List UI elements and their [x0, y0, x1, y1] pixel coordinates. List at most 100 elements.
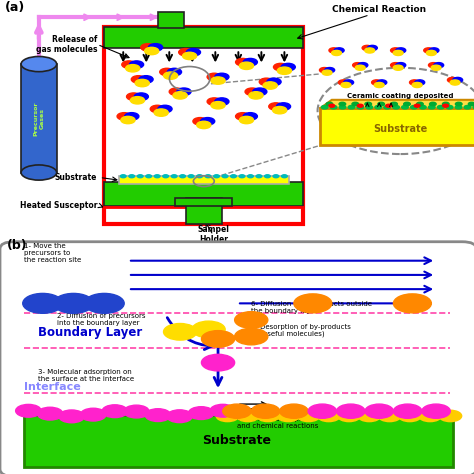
Circle shape [337, 404, 365, 419]
Circle shape [239, 116, 254, 124]
Circle shape [422, 404, 450, 419]
Circle shape [365, 48, 374, 53]
Text: Substrate: Substrate [55, 173, 97, 182]
Circle shape [236, 113, 250, 120]
Circle shape [468, 102, 474, 106]
Circle shape [54, 293, 93, 313]
Circle shape [186, 48, 201, 56]
Circle shape [243, 58, 257, 66]
Text: Chemical Reaction: Chemical Reaction [332, 5, 426, 14]
Circle shape [401, 106, 408, 109]
Text: Substrate: Substrate [374, 124, 428, 135]
Circle shape [173, 91, 187, 99]
Circle shape [188, 407, 214, 419]
Circle shape [344, 80, 354, 85]
Circle shape [447, 106, 453, 109]
Circle shape [256, 175, 262, 178]
Circle shape [180, 175, 185, 178]
Circle shape [424, 48, 434, 53]
Circle shape [396, 48, 406, 53]
Circle shape [297, 410, 320, 422]
Circle shape [362, 46, 372, 50]
Circle shape [245, 88, 259, 95]
Circle shape [338, 80, 348, 85]
Circle shape [450, 80, 460, 85]
Text: Ceramic coating deposited: Ceramic coating deposited [347, 92, 454, 99]
Circle shape [264, 175, 270, 178]
Circle shape [353, 63, 363, 68]
Circle shape [216, 410, 239, 422]
Circle shape [177, 88, 191, 95]
Circle shape [375, 106, 382, 109]
Text: 6- Diffusion of by-products outside
the boundary layer: 6- Diffusion of by-products outside the … [251, 301, 372, 314]
Text: Heated Susceptor: Heated Susceptor [19, 201, 97, 210]
Circle shape [259, 78, 273, 85]
Circle shape [134, 93, 148, 100]
Circle shape [122, 61, 136, 68]
Circle shape [410, 106, 417, 109]
Bar [118, 176, 289, 183]
Circle shape [192, 321, 225, 337]
Circle shape [210, 404, 236, 417]
Circle shape [193, 118, 207, 125]
Text: 4- Surface adsorption
and chemical reactions: 4- Surface adsorption and chemical react… [237, 416, 319, 429]
Polygon shape [320, 100, 474, 109]
Circle shape [442, 102, 449, 106]
Circle shape [429, 102, 436, 106]
Circle shape [120, 175, 126, 178]
Circle shape [231, 175, 237, 178]
Circle shape [267, 78, 281, 85]
Circle shape [417, 102, 423, 106]
Circle shape [146, 175, 152, 178]
Circle shape [145, 47, 159, 55]
Text: Pumping: Pumping [110, 271, 155, 280]
Circle shape [322, 70, 332, 75]
Circle shape [207, 98, 221, 105]
Circle shape [23, 293, 63, 313]
Circle shape [321, 106, 328, 109]
Circle shape [393, 404, 422, 419]
Circle shape [415, 80, 425, 85]
Circle shape [339, 106, 346, 109]
Circle shape [391, 48, 401, 53]
Circle shape [439, 410, 462, 422]
Circle shape [393, 50, 403, 55]
Circle shape [179, 48, 193, 56]
Circle shape [182, 52, 197, 60]
Circle shape [365, 404, 393, 419]
Circle shape [126, 64, 140, 72]
Circle shape [223, 404, 251, 419]
Circle shape [141, 44, 155, 51]
Circle shape [404, 102, 410, 106]
Circle shape [211, 77, 225, 84]
Text: (a): (a) [5, 1, 25, 14]
Circle shape [294, 294, 332, 313]
Circle shape [391, 102, 397, 106]
Circle shape [235, 312, 268, 328]
Circle shape [453, 77, 463, 82]
Circle shape [201, 355, 235, 371]
Circle shape [139, 76, 153, 83]
Circle shape [127, 93, 141, 100]
Bar [186, 199, 222, 224]
Text: Interface: Interface [24, 383, 81, 392]
FancyBboxPatch shape [21, 64, 57, 173]
Circle shape [239, 62, 254, 70]
Circle shape [201, 331, 235, 347]
Circle shape [434, 63, 444, 68]
Circle shape [247, 175, 253, 178]
Circle shape [251, 404, 280, 419]
Circle shape [329, 48, 339, 53]
Circle shape [358, 63, 368, 68]
Circle shape [197, 175, 202, 178]
Circle shape [167, 68, 182, 76]
Circle shape [325, 67, 335, 73]
Bar [24, 415, 453, 467]
Circle shape [330, 106, 337, 109]
Circle shape [378, 102, 384, 106]
Circle shape [129, 61, 144, 68]
Circle shape [282, 175, 287, 178]
Circle shape [169, 88, 183, 95]
Circle shape [253, 88, 267, 95]
Circle shape [427, 50, 436, 55]
